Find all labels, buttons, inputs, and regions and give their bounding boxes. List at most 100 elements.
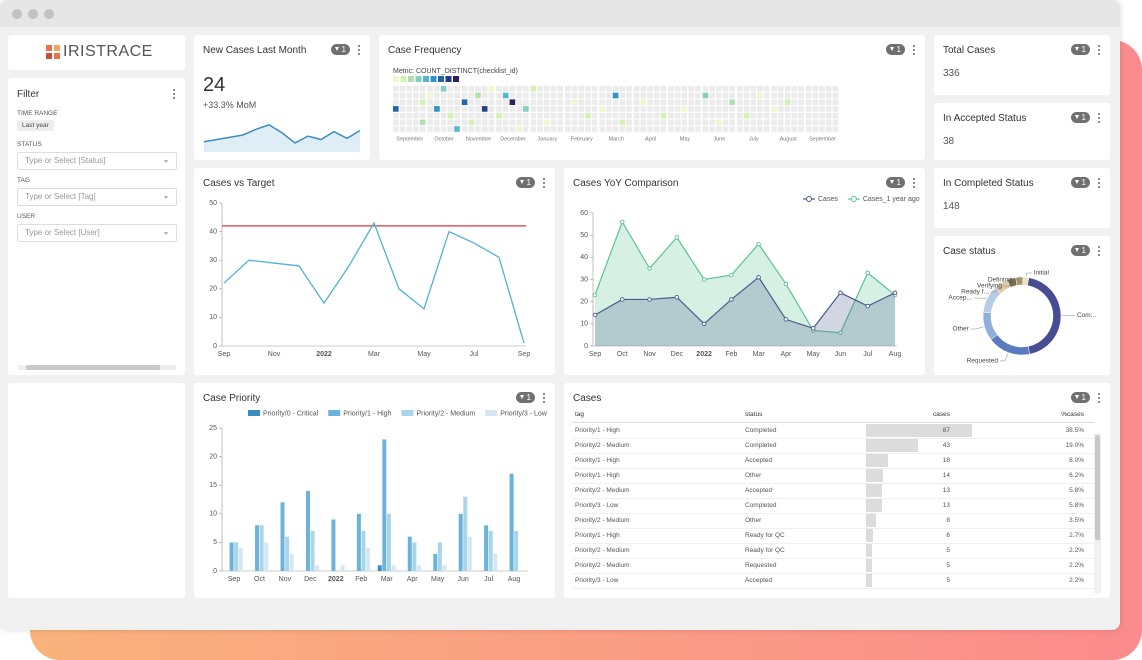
panel-title: Total Cases: [943, 45, 996, 56]
cell: Priority/3 - Low: [575, 577, 619, 584]
table-panel: Cases 1 tag status cases %cases Priority/1 -…: [564, 383, 1110, 598]
cell: 43: [942, 442, 950, 449]
cell: Other: [745, 472, 762, 479]
cell: Priority/1 - High: [575, 472, 620, 479]
cases-bar: [866, 559, 873, 572]
cell: Completed: [745, 427, 777, 434]
cell: Other: [745, 517, 762, 524]
cases-bar: [866, 574, 873, 587]
field-label: TAG: [17, 177, 30, 184]
select[interactable]: Type or Select [User]: [17, 224, 177, 242]
filter-badge[interactable]: 1: [885, 44, 905, 55]
panel-title: Cases: [573, 393, 602, 404]
select[interactable]: Type or Select [Tag]: [17, 188, 177, 206]
cases-bar: [866, 499, 882, 512]
table-row: Priority/1 - High Ready for QC 6 2.7%: [572, 528, 1094, 544]
cases-bar: [866, 424, 972, 437]
filter-badge[interactable]: 1: [515, 392, 535, 403]
menu[interactable]: [913, 178, 915, 180]
cases-bar: [866, 484, 882, 497]
cell: 5.8%: [1069, 487, 1084, 494]
line-panel: Cases vs Target 1: [194, 168, 555, 375]
scrollbar[interactable]: [18, 365, 176, 370]
scrollbar[interactable]: [1094, 433, 1101, 593]
scroll-thumb[interactable]: [26, 365, 160, 370]
filter-badge[interactable]: 1: [1070, 392, 1090, 403]
time-range-chip[interactable]: Last year: [17, 120, 54, 131]
panel-title: Cases vs Target: [203, 178, 275, 189]
field-label: USER: [17, 213, 36, 220]
kpi-panel: In Completed Status 1 148: [934, 168, 1110, 228]
logo-text: IRISTRACE: [63, 43, 153, 60]
cases-bar: [866, 469, 884, 482]
column-header: status: [745, 411, 763, 418]
cell: Priority/2 - Medium: [575, 547, 630, 554]
menu[interactable]: [913, 45, 915, 47]
cell: Accepted: [745, 487, 773, 494]
table-row: Priority/1 - High Other 14 6.2%: [572, 468, 1094, 484]
menu[interactable]: [358, 45, 360, 47]
cell: Ready for QC: [745, 532, 785, 539]
logo-panel: IRISTRACE: [8, 35, 185, 70]
cases-bar: [866, 439, 919, 452]
filter-badge[interactable]: 1: [515, 177, 535, 188]
new-cases-panel: New Cases Last Month 1 24 +33.3% MoM: [194, 35, 370, 160]
panel-title: Cases YoY Comparison: [573, 178, 679, 189]
panel-title: Case status: [943, 246, 996, 257]
cell: Priority/2 - Medium: [575, 517, 630, 524]
filter-badge[interactable]: 1: [1070, 177, 1090, 188]
filter-badge[interactable]: 1: [1070, 44, 1090, 55]
filter-badge[interactable]: 1: [885, 177, 905, 188]
cell: 2.2%: [1069, 577, 1084, 584]
table-row: Priority/1 - High Accepted 18 8.0%: [572, 453, 1094, 469]
cell: 13: [942, 487, 950, 494]
window-dot[interactable]: [28, 9, 38, 19]
cell: 38.5%: [1065, 427, 1084, 434]
menu[interactable]: [1098, 393, 1100, 395]
cell: 8: [946, 517, 950, 524]
cases-bar: [866, 454, 888, 467]
browser-window: IRISTRACE Filter TIME RANGE Last year ST…: [0, 0, 1120, 630]
cell: 14: [942, 472, 950, 479]
heatmap-panel: Case Frequency 1: [379, 35, 925, 160]
column-header: cases: [933, 411, 950, 418]
kpi-panel: Total Cases 1 336: [934, 35, 1110, 95]
window-dot[interactable]: [44, 9, 54, 19]
column-header: tag: [575, 411, 585, 418]
panel-title: In Completed Status: [943, 178, 1034, 189]
cell: Accepted: [745, 457, 773, 464]
donut-panel: Case status 1: [934, 236, 1110, 375]
window-dot[interactable]: [12, 9, 22, 19]
menu[interactable]: [173, 89, 175, 91]
cell: 8.0%: [1069, 457, 1084, 464]
empty-panel: [8, 383, 185, 598]
cell: Priority/2 - Medium: [575, 487, 630, 494]
panel-title: Case Frequency: [388, 45, 462, 56]
select[interactable]: Type or Select [Status]: [17, 152, 177, 170]
panel-title: Case Priority: [203, 393, 261, 404]
cell: Priority/3 - Low: [575, 502, 619, 509]
menu[interactable]: [1098, 45, 1100, 47]
menu[interactable]: [1098, 113, 1100, 115]
cell: 2.7%: [1069, 532, 1084, 539]
big-number: 24: [203, 74, 226, 96]
scroll-thumb[interactable]: [1095, 435, 1100, 540]
menu[interactable]: [543, 178, 545, 180]
kpi-value: 148: [943, 201, 960, 212]
cell: 6: [946, 532, 950, 539]
bar-panel: Case Priority 1: [194, 383, 555, 598]
filter-badge[interactable]: 1: [1070, 245, 1090, 256]
filter-badge[interactable]: 1: [1070, 112, 1090, 123]
cases-bar: [866, 544, 873, 557]
menu[interactable]: [1098, 246, 1100, 248]
cell: Completed: [745, 442, 777, 449]
cell: Priority/1 - High: [575, 532, 620, 539]
filter-badge[interactable]: 1: [330, 44, 350, 55]
menu[interactable]: [543, 393, 545, 395]
table-row: Priority/2 - Medium Other 8 3.5%: [572, 513, 1094, 529]
table-row: Priority/2 - Medium Ready for QC 5 2.2%: [572, 543, 1094, 559]
menu[interactable]: [1098, 178, 1100, 180]
table-row: Priority/2 - Medium Completed 43 19.0%: [572, 438, 1094, 454]
cell: 5: [946, 562, 950, 569]
